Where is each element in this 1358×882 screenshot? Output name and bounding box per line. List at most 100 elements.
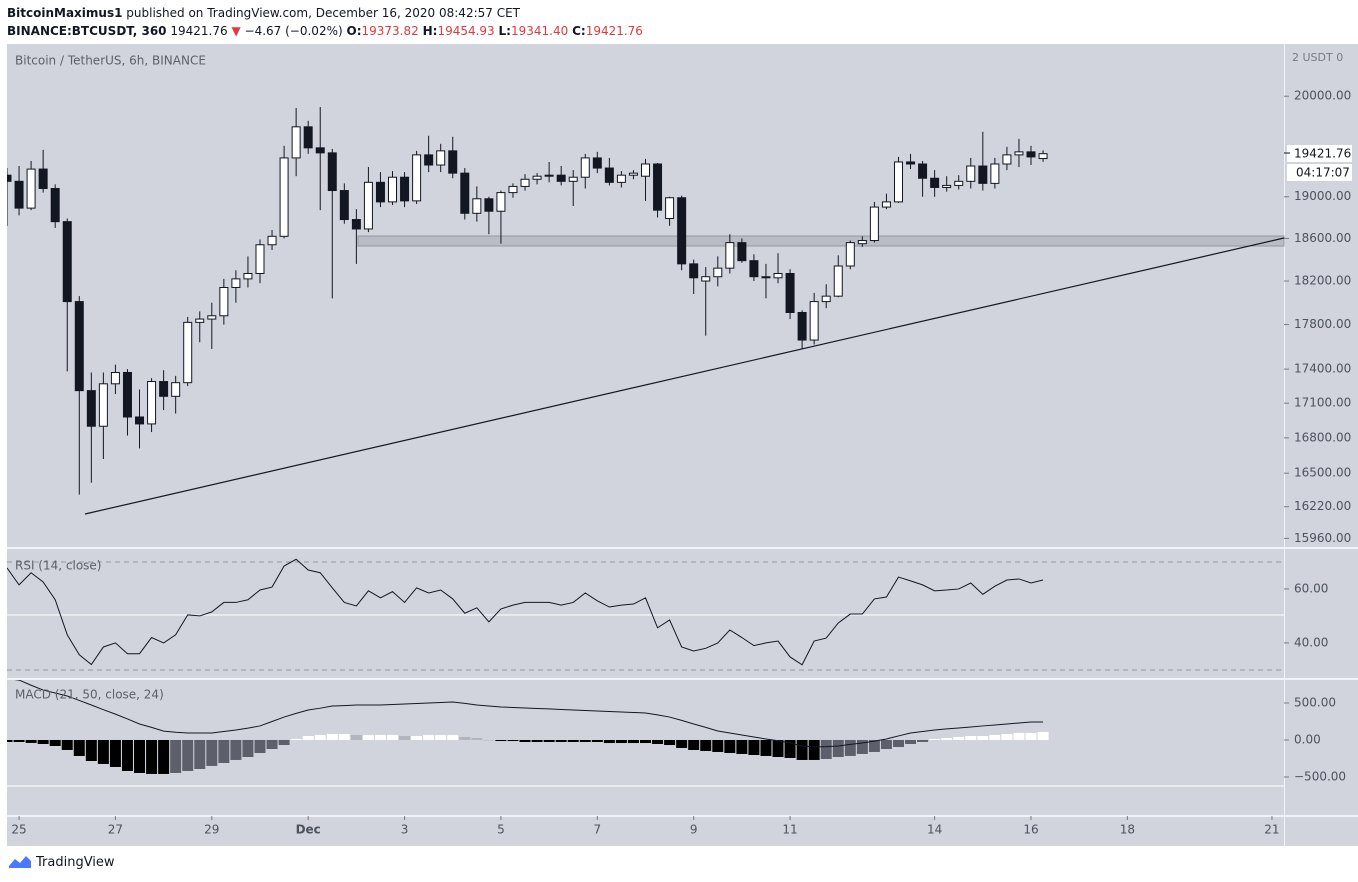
histogram-bar	[965, 735, 977, 740]
y-tick-label: 19000.00	[1294, 189, 1351, 203]
candle-body	[616, 174, 626, 183]
x-tick-label: 11	[782, 823, 797, 837]
histogram-bar	[350, 734, 362, 740]
change: −4.67 (−0.02%)	[244, 24, 343, 38]
candle-body	[520, 178, 530, 187]
axis-unit: 2 USDT 0	[1292, 51, 1343, 64]
histogram-bar	[326, 734, 338, 740]
candle-body	[1026, 151, 1036, 158]
candle-body	[604, 167, 614, 183]
histogram-bar	[218, 739, 230, 763]
candle-body	[785, 272, 795, 313]
histogram-bar	[579, 739, 591, 742]
y-tick-label: −500.00	[1294, 769, 1346, 783]
o-label: O:	[346, 24, 362, 38]
y-tick-label: 20000.00	[1294, 89, 1351, 103]
header: BitcoinMaximus1 published on TradingView…	[7, 4, 643, 40]
histogram-bar	[302, 735, 314, 740]
candle-body	[26, 168, 36, 209]
arrow: ▼	[231, 24, 241, 38]
y-tick-label: 18200.00	[1294, 274, 1351, 288]
candle-body	[110, 371, 120, 385]
histogram-bar	[278, 739, 290, 746]
histogram-bar	[820, 739, 832, 760]
candle-body	[7, 174, 12, 182]
histogram-bar	[796, 739, 808, 760]
histogram-bar	[880, 739, 892, 750]
candle-body	[219, 286, 229, 317]
histogram-bar	[652, 739, 664, 744]
candle-body	[339, 190, 349, 221]
candle-body	[893, 161, 903, 203]
candle-body	[689, 263, 699, 279]
histogram-bar	[423, 734, 435, 740]
candle-body	[592, 157, 602, 169]
histogram-bar	[724, 739, 736, 754]
countdown-box	[1287, 164, 1352, 181]
y-tick-label: 60.00	[1294, 581, 1328, 595]
candle-body	[135, 416, 145, 425]
support-zone	[357, 235, 1285, 247]
candle-body	[1002, 154, 1012, 165]
y-tick-label: 15960.00	[1294, 531, 1351, 545]
histogram-bar	[615, 739, 627, 744]
candle-body	[508, 185, 518, 194]
candle-body	[665, 197, 675, 220]
h-label: H:	[422, 24, 438, 38]
histogram-bar	[567, 739, 579, 742]
candle-body	[14, 180, 24, 209]
rsi-title: RSI (14, close)	[15, 559, 101, 573]
candle-body	[50, 187, 60, 223]
y-tick-label: 17800.00	[1294, 317, 1351, 331]
histogram-bar	[603, 739, 615, 744]
histogram-bar	[784, 739, 796, 758]
trendline	[84, 237, 1285, 515]
x-tick-label: 29	[204, 823, 219, 837]
candle-body	[98, 383, 108, 427]
candle-body	[881, 201, 891, 208]
candle-body	[472, 198, 482, 214]
candle-body	[809, 301, 819, 341]
chart: 25 27 29 Dec 3 5 7 9 11 14 16 18 21 20000.00 19000.00 1…	[7, 44, 1358, 846]
histogram-bar	[1037, 732, 1049, 740]
histogram-bar	[206, 739, 218, 766]
x-tick-label: 3	[401, 823, 409, 837]
x-tick-label: 18	[1120, 823, 1135, 837]
histogram-bar	[73, 739, 85, 756]
candle-body	[327, 152, 337, 192]
y-tick-label: 17100.00	[1294, 396, 1351, 410]
candle-body	[568, 176, 578, 182]
histogram-bar	[447, 734, 459, 740]
histogram-bar	[531, 739, 543, 742]
footer: TradingView	[8, 854, 115, 870]
histogram-bar	[134, 739, 146, 773]
l: 19341.40	[510, 24, 569, 38]
candle-body	[159, 381, 169, 397]
candle-body	[544, 174, 554, 177]
x-tick-label: 21	[1264, 823, 1279, 837]
y-tick-label: 16500.00	[1294, 466, 1351, 480]
histogram-bar	[917, 739, 929, 742]
histogram-bar	[808, 739, 820, 760]
candle-body	[641, 163, 650, 177]
o: 19373.82	[361, 24, 419, 38]
histogram-bar	[146, 739, 158, 774]
candle-body	[580, 157, 590, 178]
histogram-bar	[712, 739, 724, 752]
histogram-bar	[507, 739, 519, 742]
author: BitcoinMaximus1	[7, 6, 123, 20]
line	[14, 680, 1044, 748]
histogram-bar	[953, 736, 965, 740]
histogram-bar	[399, 735, 411, 740]
candle-body	[400, 176, 410, 202]
candle-body	[653, 163, 663, 211]
y-tick-label: 17400.00	[1294, 362, 1351, 376]
histogram-bar	[109, 739, 121, 767]
candle-body	[773, 272, 783, 279]
histogram-bar	[459, 736, 471, 740]
histogram-bar	[230, 739, 242, 760]
l-label: L:	[498, 24, 511, 38]
candle-body	[713, 267, 723, 278]
histogram-bar	[736, 739, 748, 754]
histogram-bar	[772, 739, 784, 758]
